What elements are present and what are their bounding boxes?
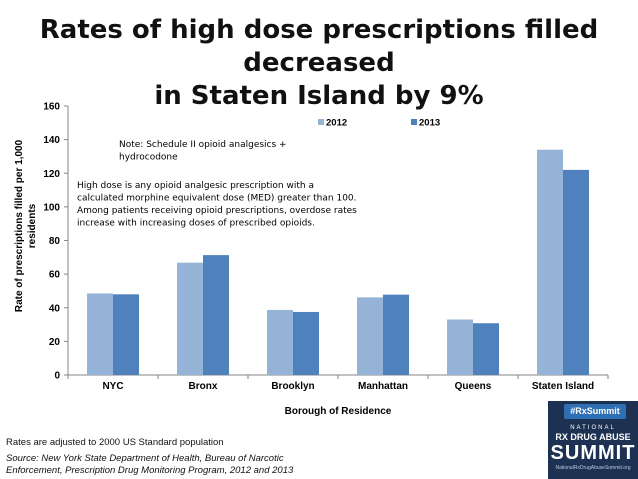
annotation-2-line: calculated morphine equivalent dose (MED…	[77, 194, 357, 204]
x-tick-label: Queens	[455, 381, 492, 392]
source-line-1: Source: New York State Department of Hea…	[6, 453, 284, 464]
source-line-2: Enforcement, Prescription Drug Monitorin…	[6, 465, 294, 476]
x-tick-label: NYC	[102, 381, 123, 392]
annotation-2-line: increase with increasing doses of prescr…	[77, 219, 315, 229]
summit-logo: #RxSummit NATIONAL RX DRUG ABUSE SUMMIT …	[548, 401, 638, 479]
hashtag-badge: #RxSummit	[564, 404, 626, 419]
bar-2012	[177, 262, 203, 375]
annotation-1-line: hydrocodone	[119, 153, 178, 163]
bar-2013	[563, 169, 589, 375]
x-tick-label: Manhattan	[358, 381, 408, 392]
legend-label-2012: 2012	[326, 118, 347, 129]
y-tick-label: 120	[43, 169, 60, 180]
slide-title: Rates of high dose prescriptions filled …	[0, 14, 638, 113]
legend-swatch-2013	[411, 119, 417, 125]
legend-label-2013: 2013	[419, 118, 440, 129]
x-axis-title: Borough of Residence	[285, 406, 392, 417]
annotation-2-line: High dose is any opioid analgesic prescr…	[77, 181, 314, 191]
y-axis-title-line-1: Rate of prescriptions filled per 1,000	[14, 139, 25, 312]
y-tick-label: 60	[49, 270, 61, 281]
annotation-2-line: Among patients receiving opioid prescrip…	[77, 206, 357, 216]
slide-title-line-1: Rates of high dose prescriptions filled …	[39, 15, 599, 78]
logo-line-summit: SUMMIT	[550, 442, 636, 464]
y-tick-label: 20	[49, 337, 61, 348]
bar-2013	[113, 294, 139, 375]
y-tick-label: 140	[43, 135, 60, 146]
y-tick-label: 80	[49, 236, 61, 247]
logo-line-rx: RX DRUG ABUSE	[555, 432, 631, 442]
rates-footnote: Rates are adjusted to 2000 US Standard p…	[6, 437, 224, 448]
bar-2012	[537, 149, 563, 375]
bar-2013	[383, 294, 409, 375]
y-tick-label: 160	[43, 102, 60, 113]
bar-2013	[473, 323, 499, 375]
slide-title-line-2: in Staten Island by 9%	[154, 81, 484, 111]
bar-2012	[267, 309, 293, 375]
x-tick-label: Staten Island	[532, 381, 594, 392]
bar-2012	[357, 297, 383, 375]
bar-2012	[87, 293, 113, 375]
y-axis-title-line-2: residents	[27, 203, 38, 248]
y-tick-label: 100	[43, 202, 60, 213]
source-note: Source: New York State Department of Hea…	[6, 453, 293, 477]
bar-2013	[203, 255, 229, 375]
annotation-1-line: Note: Schedule II opioid analgesics +	[119, 140, 287, 150]
logo-line-url: NationalRxDrugAbuseSummit.org	[555, 465, 631, 471]
y-tick-label: 40	[49, 303, 61, 314]
bar-2012	[447, 319, 473, 375]
y-tick-label: 0	[54, 371, 60, 382]
bar-2013	[293, 311, 319, 375]
legend-swatch-2012	[318, 119, 324, 125]
x-tick-label: Bronx	[189, 381, 218, 392]
x-tick-label: Brooklyn	[271, 381, 314, 392]
logo-line-national: NATIONAL	[570, 425, 616, 431]
